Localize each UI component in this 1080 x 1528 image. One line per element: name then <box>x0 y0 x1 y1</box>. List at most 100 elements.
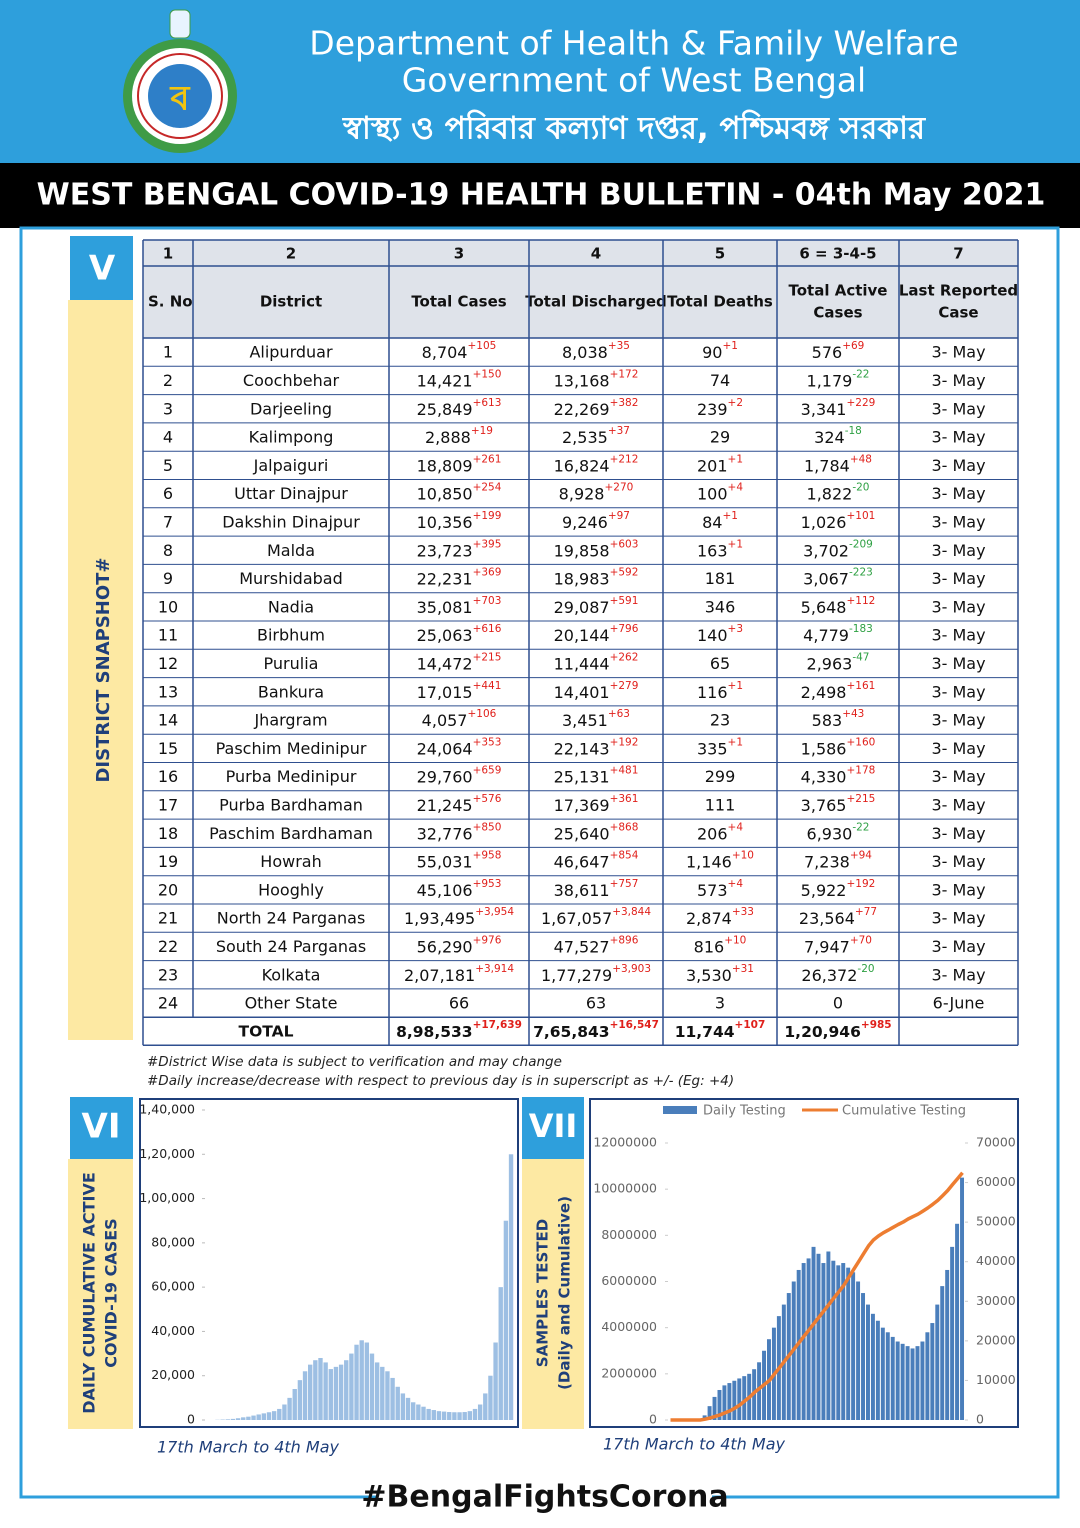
cell-value: 56,290 <box>417 937 473 956</box>
table-cell: 3 <box>715 994 725 1013</box>
y2-tick-label: 30000 <box>976 1293 1016 1308</box>
section-box <box>522 1097 584 1159</box>
table-cell: 201+1 <box>697 453 743 475</box>
cell-delta: +172 <box>610 368 639 380</box>
table-cell: 1 <box>163 343 173 362</box>
cell-value: 324 <box>814 428 845 447</box>
header-line: Government of West Bengal <box>402 61 866 100</box>
table-cell: 1,784+48 <box>804 453 872 475</box>
cell-delta: +150 <box>473 368 502 380</box>
table-cell: 3- May <box>931 626 985 645</box>
section-label: DAILY CUMULATIVE ACTIVE <box>80 1172 99 1414</box>
cell-delta: +3,954 <box>475 906 514 918</box>
cell-value: 21,245 <box>417 795 473 814</box>
cell-delta: +3 <box>728 623 743 635</box>
table-cell: 3,067-223 <box>803 567 873 589</box>
table-cell: 2,888+19 <box>425 425 493 447</box>
table-cell: 20 <box>158 880 178 899</box>
section-box <box>70 1097 133 1159</box>
cell-value: 84 <box>702 512 722 531</box>
cell-delta: +69 <box>842 340 864 352</box>
cell-value: 17,369 <box>554 795 610 814</box>
cell-value: 1,67,057 <box>541 909 612 928</box>
bar <box>806 1258 811 1420</box>
cell-delta: +48 <box>850 453 872 465</box>
cell-value: 163 <box>697 541 728 560</box>
cell-delta: +382 <box>610 397 639 409</box>
bar <box>727 1383 732 1420</box>
table-cell: 90+1 <box>702 340 738 362</box>
table-cell: 3- May <box>931 428 985 447</box>
table-cell: 1,146+10 <box>686 850 754 872</box>
bar <box>483 1393 488 1420</box>
section-label: SAMPLES TESTED <box>534 1219 552 1367</box>
bar <box>421 1406 426 1420</box>
note: #Daily increase/decrease with respect to… <box>147 1073 734 1089</box>
cell-delta: +107 <box>735 1019 766 1031</box>
cell-delta: +229 <box>846 397 875 409</box>
table-cell: 3- May <box>931 880 985 899</box>
cell-delta: +592 <box>610 567 639 579</box>
table-cell: 23,564+77 <box>799 906 877 928</box>
cell-value: 7,947 <box>804 937 850 956</box>
bar <box>333 1366 339 1420</box>
bar <box>302 1371 308 1420</box>
table-cell: Darjeeling <box>250 399 332 418</box>
table-cell: 3,530+31 <box>686 963 754 985</box>
table-cell: Hooghly <box>258 880 324 899</box>
cell-value: 10,850 <box>417 484 473 503</box>
table-cell: 23,723+395 <box>417 538 502 560</box>
bar <box>836 1265 841 1420</box>
column-header: Total Active <box>789 282 888 300</box>
table-cell: Purba Medinipur <box>226 767 357 786</box>
legend-swatch <box>663 1106 697 1114</box>
table-cell: 17,369+361 <box>554 793 639 815</box>
bar <box>431 1410 436 1420</box>
bar <box>895 1341 900 1420</box>
bar <box>866 1304 870 1420</box>
bar <box>910 1348 915 1420</box>
table-cell: 3- May <box>931 852 985 871</box>
cell-value: 32,776 <box>417 824 473 843</box>
cell-value: 1,586 <box>801 739 847 758</box>
bar <box>364 1342 370 1420</box>
cell-value: 100 <box>697 484 728 503</box>
y2-tick-label: 60000 <box>976 1174 1016 1189</box>
table-cell: North 24 Parganas <box>217 909 366 928</box>
table-cell: 8,704+105 <box>422 340 497 362</box>
y-tick-label: 2000000 <box>601 1365 657 1380</box>
cell-value: 239 <box>697 399 728 418</box>
cell-delta: +178 <box>846 765 875 777</box>
bar <box>856 1281 861 1420</box>
table-cell: 7 <box>163 512 173 531</box>
y-tick-label: 10000000 <box>593 1181 657 1196</box>
table-cell: 20,144+796 <box>554 623 639 645</box>
table-cell: 17 <box>158 795 178 814</box>
bar <box>851 1272 856 1420</box>
table-cell: Alipurduar <box>249 343 333 362</box>
cell-value: 3,530 <box>686 965 732 984</box>
cell-value: 8,038 <box>562 343 608 362</box>
bar <box>905 1346 910 1420</box>
table-cell: 65 <box>710 654 730 673</box>
cell-value: 3,341 <box>801 399 847 418</box>
y-tick-label: 40,000 <box>151 1323 195 1338</box>
table-cell: 3,341+229 <box>801 397 876 419</box>
table-cell: 3- May <box>931 371 985 390</box>
bar <box>503 1220 509 1420</box>
table-cell: 29,760+659 <box>417 765 502 787</box>
table-cell: 55,031+958 <box>417 850 502 872</box>
cell-value: 4,330 <box>801 767 847 786</box>
table-cell: 22,143+192 <box>554 736 639 758</box>
table-cell: 7,65,843+16,547 <box>533 1019 659 1041</box>
table-cell: 29,087+591 <box>554 595 639 617</box>
bar <box>359 1340 364 1420</box>
table-cell: Other State <box>245 994 338 1013</box>
y-tick-label: 6000000 <box>601 1273 657 1288</box>
bar <box>742 1376 747 1420</box>
table-cell: 324-18 <box>814 425 862 447</box>
cell-value: 3,702 <box>803 541 849 560</box>
bar <box>436 1411 442 1420</box>
table-cell: 3- May <box>931 512 985 531</box>
bar <box>826 1251 831 1420</box>
